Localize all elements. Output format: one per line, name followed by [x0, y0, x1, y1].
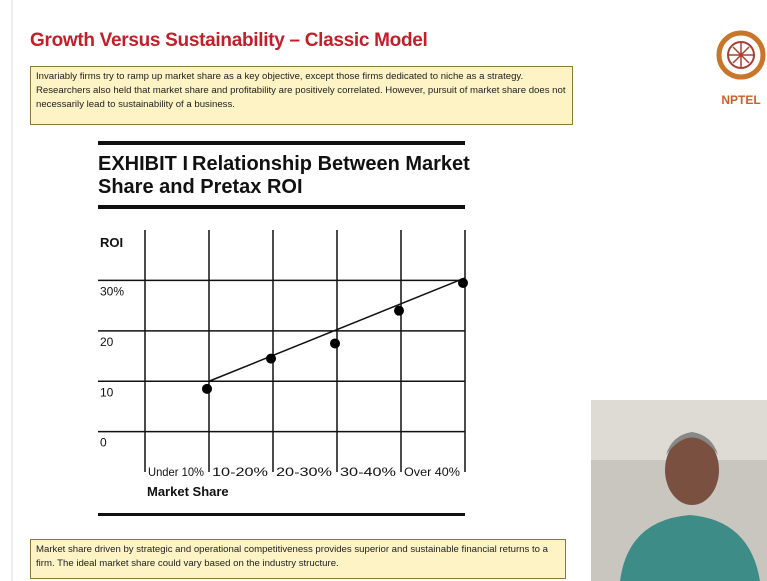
chart: NPTEL EXHIBIT I Relationship Between Mar…	[0, 0, 767, 581]
x-tick-label: 20-30%	[276, 465, 332, 479]
exhibit-label: EXHIBIT I	[98, 153, 188, 175]
y-tick-label: 20	[100, 335, 114, 349]
slide: Growth Versus Sustainability – Classic M…	[0, 0, 767, 581]
y-tick-label: 0	[100, 436, 107, 450]
chart-title: Relationship Between Market	[192, 153, 470, 175]
chart-title: Share and Pretax ROI	[98, 176, 303, 198]
y-tick-label: 30%	[100, 284, 124, 298]
rule	[98, 205, 465, 209]
y-axis-label: ROI	[100, 235, 123, 250]
x-tick-label: 30-40%	[340, 465, 396, 479]
x-tick-label: Over 40%	[404, 465, 460, 479]
x-tick-label: 10-20%	[212, 465, 268, 479]
rule	[98, 513, 465, 516]
data-point	[458, 278, 468, 288]
rule	[98, 141, 465, 145]
x-tick-label: Under 10%	[148, 465, 204, 479]
data-point	[266, 354, 276, 364]
data-point	[394, 306, 404, 316]
data-point	[330, 338, 340, 348]
logo	[719, 33, 763, 77]
x-axis-label: Market Share	[147, 484, 229, 499]
logo-text: NPTEL	[721, 93, 760, 107]
y-tick-label: 10	[100, 385, 114, 399]
video	[591, 400, 767, 581]
data-point	[202, 384, 212, 394]
